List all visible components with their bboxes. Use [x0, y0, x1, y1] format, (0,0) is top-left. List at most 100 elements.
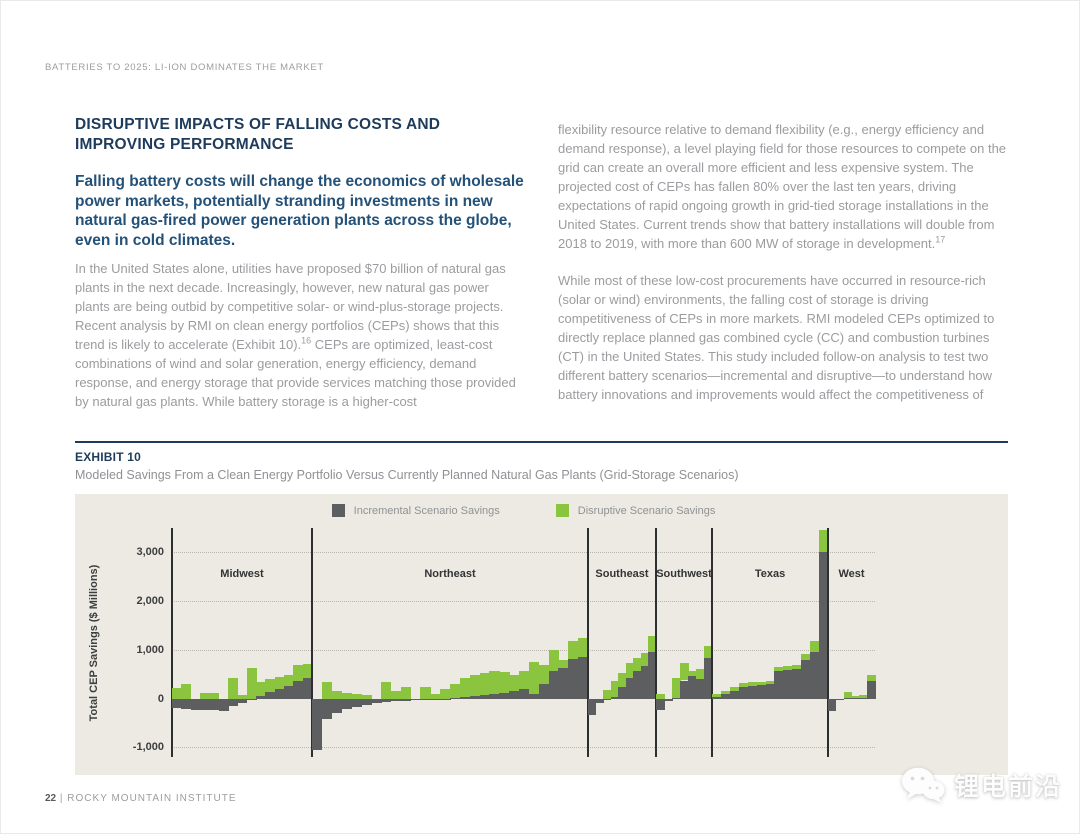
- bar-incremental: [680, 680, 689, 699]
- bar-incremental: [321, 698, 333, 719]
- bar-incremental: [479, 695, 491, 699]
- bar-disruptive: [479, 672, 491, 696]
- bar-disruptive: [200, 693, 210, 699]
- bar-incremental: [302, 677, 313, 699]
- footer-institute: ROCKY MOUNTAIN INSTITUTE: [67, 793, 237, 804]
- bar-disruptive: [720, 690, 731, 694]
- bar-incremental: [568, 658, 579, 699]
- bar-incremental: [656, 698, 665, 710]
- bar-incremental: [729, 690, 740, 699]
- region-label-northeast: Northeast: [424, 568, 476, 580]
- exhibit-caption: Modeled Savings From a Clean Energy Port…: [75, 468, 739, 482]
- bar-incremental: [588, 698, 597, 715]
- bar-disruptive: [851, 695, 860, 698]
- legend-label-disruptive: Disruptive Scenario Savings: [577, 504, 716, 517]
- region-separator: [827, 528, 829, 757]
- legend-item-disruptive: Disruptive Scenario Savings: [555, 504, 716, 517]
- bar-disruptive: [696, 669, 705, 679]
- y-tick-label: 0: [157, 692, 164, 705]
- left-column: DISRUPTIVE IMPACTS OF FALLING COSTS AND …: [75, 115, 525, 411]
- bar-disruptive: [578, 638, 589, 658]
- bar-incremental: [625, 677, 634, 699]
- bar-incremental: [265, 692, 276, 699]
- bar-disruptive: [361, 694, 372, 699]
- y-tick-label: 2,000: [136, 595, 164, 608]
- bar-incremental: [371, 698, 382, 704]
- bar-disruptive: [859, 695, 868, 698]
- bar-disruptive: [181, 684, 192, 699]
- region-label-texas: Texas: [754, 568, 786, 580]
- bar-disruptive: [519, 671, 530, 689]
- bar-disruptive: [783, 666, 793, 671]
- bar-incremental: [509, 691, 520, 699]
- bar-incremental: [218, 698, 229, 711]
- region-separator: [711, 528, 713, 757]
- bar-disruptive: [747, 682, 758, 686]
- bar-disruptive: [341, 693, 353, 699]
- y-tick-label: 3,000: [136, 546, 164, 559]
- region-label-midwest: Midwest: [220, 568, 264, 580]
- bar-disruptive: [459, 678, 471, 698]
- right-paragraph-1: flexibility resource relative to demand …: [558, 120, 1010, 253]
- left-body-paragraph: In the United States alone, utilities ha…: [75, 259, 525, 411]
- bar-incremental: [274, 688, 285, 699]
- bar-disruptive: [390, 690, 402, 699]
- bar-disruptive: [450, 683, 461, 699]
- bar-incremental: [489, 694, 500, 699]
- bar-disruptive: [420, 686, 431, 699]
- bar-disruptive: [381, 681, 392, 699]
- bar-incremental: [341, 698, 353, 709]
- exhibit-rule: [75, 441, 1008, 443]
- bar-disruptive: [568, 640, 579, 659]
- bar-disruptive: [810, 640, 820, 653]
- bar-incremental: [284, 685, 294, 699]
- bar-disruptive: [228, 677, 238, 699]
- bar-incremental: [172, 698, 182, 708]
- bar-disruptive: [499, 672, 510, 694]
- bar-incremental: [331, 698, 343, 713]
- bar-disruptive: [274, 676, 285, 689]
- disruptive-swatch-icon: [555, 504, 569, 517]
- gridline-3000: [172, 552, 875, 554]
- bar-disruptive: [509, 675, 520, 692]
- bar-disruptive: [400, 687, 412, 699]
- article-lede: Falling battery costs will change the ec…: [75, 173, 524, 249]
- bar-incremental: [664, 698, 673, 702]
- bar-incremental: [835, 698, 845, 700]
- footnote-ref-16: 16: [301, 335, 312, 346]
- footer-page-number: 22: [45, 793, 57, 804]
- bar-incremental: [420, 698, 431, 700]
- bar-incremental: [361, 698, 372, 705]
- bar-disruptive: [440, 689, 451, 699]
- bar-incremental: [400, 698, 412, 701]
- bar-incremental: [595, 698, 604, 703]
- y-axis-title: Total CEP Savings ($ Millions): [88, 564, 100, 721]
- region-separator: [587, 528, 589, 757]
- bar-disruptive: [774, 666, 784, 672]
- y-tick-label: -1,000: [132, 741, 164, 754]
- left-body-part2: CEPs are optimized, least-cost combinati…: [75, 337, 516, 409]
- bar-incremental: [390, 698, 402, 702]
- bar-incremental: [792, 669, 802, 699]
- bar-incremental: [209, 698, 220, 711]
- bar-disruptive: [430, 693, 441, 699]
- bar-incremental: [181, 698, 192, 710]
- bar-disruptive: [256, 682, 266, 696]
- bar-disruptive: [548, 650, 560, 672]
- bar-disruptive: [538, 665, 550, 684]
- bar-disruptive: [610, 680, 619, 698]
- y-tick-label: 1,000: [136, 643, 164, 656]
- bar-disruptive: [680, 662, 689, 681]
- bar-disruptive: [712, 694, 722, 698]
- bar-incremental: [688, 675, 697, 699]
- bar-incremental: [774, 671, 784, 699]
- bar-disruptive: [819, 529, 829, 553]
- bar-disruptive: [704, 646, 713, 659]
- bar-disruptive: [302, 664, 313, 678]
- bar-incremental: [738, 687, 749, 699]
- bar-disruptive: [765, 680, 776, 684]
- bar-incremental: [859, 697, 868, 699]
- bar-disruptive: [640, 652, 650, 666]
- bar-incremental: [672, 697, 681, 699]
